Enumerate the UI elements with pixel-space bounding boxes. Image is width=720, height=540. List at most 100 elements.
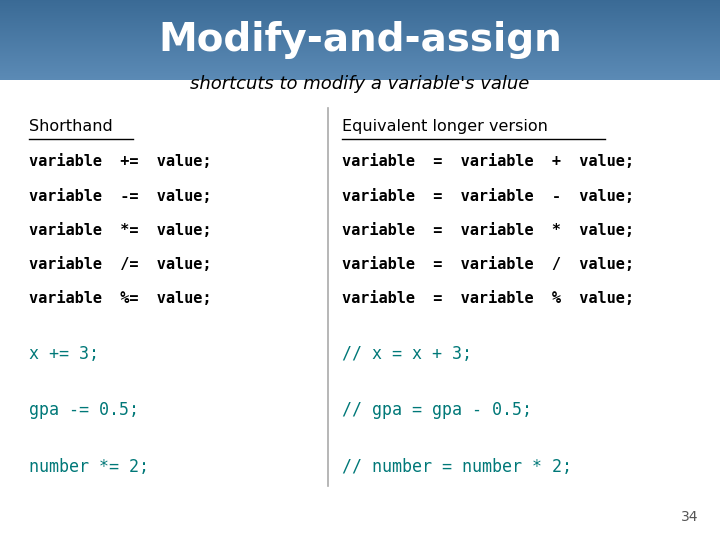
Bar xyxy=(0,71,720,72)
Bar xyxy=(0,56,720,57)
Bar xyxy=(0,27,720,28)
Bar xyxy=(0,64,720,65)
Bar xyxy=(0,61,720,62)
Bar xyxy=(0,29,720,30)
Bar xyxy=(0,74,720,75)
Bar xyxy=(0,42,720,43)
Bar xyxy=(0,21,720,22)
Bar xyxy=(0,35,720,36)
Bar xyxy=(0,15,720,16)
Bar xyxy=(0,58,720,59)
Bar xyxy=(0,37,720,38)
Bar xyxy=(0,63,720,64)
Text: variable  *=  value;: variable *= value; xyxy=(29,222,211,238)
Bar xyxy=(0,30,720,31)
Bar xyxy=(0,1,720,2)
Bar xyxy=(0,72,720,73)
Text: number *= 2;: number *= 2; xyxy=(29,458,149,476)
Bar xyxy=(0,41,720,42)
Text: variable  =  variable  %  value;: variable = variable % value; xyxy=(342,291,634,306)
Bar xyxy=(0,66,720,67)
Bar xyxy=(0,36,720,37)
Text: variable  /=  value;: variable /= value; xyxy=(29,256,211,272)
Bar xyxy=(0,44,720,45)
Text: Shorthand: Shorthand xyxy=(29,119,112,134)
Bar xyxy=(0,38,720,39)
Text: variable  =  variable  +  value;: variable = variable + value; xyxy=(342,154,634,170)
Bar xyxy=(0,11,720,12)
Text: variable  =  variable  -  value;: variable = variable - value; xyxy=(342,188,634,204)
Bar xyxy=(0,14,720,15)
Bar xyxy=(0,0,720,1)
Bar xyxy=(0,48,720,49)
Text: variable  =  variable  *  value;: variable = variable * value; xyxy=(342,222,634,238)
Bar xyxy=(0,24,720,25)
Bar xyxy=(0,20,720,21)
Text: Equivalent longer version: Equivalent longer version xyxy=(342,119,548,134)
Bar xyxy=(0,26,720,27)
Bar xyxy=(0,12,720,13)
Text: x += 3;: x += 3; xyxy=(29,345,99,363)
Bar xyxy=(0,57,720,58)
Bar xyxy=(0,76,720,77)
Bar xyxy=(0,25,720,26)
Bar xyxy=(0,70,720,71)
Bar xyxy=(0,32,720,33)
Bar xyxy=(0,2,720,3)
Bar xyxy=(0,68,720,69)
Bar xyxy=(0,62,720,63)
Bar xyxy=(0,46,720,47)
Bar xyxy=(0,51,720,52)
Text: // gpa = gpa - 0.5;: // gpa = gpa - 0.5; xyxy=(342,401,532,420)
Bar xyxy=(0,19,720,20)
Bar xyxy=(0,40,720,41)
Bar xyxy=(0,6,720,7)
Bar xyxy=(0,78,720,79)
Bar xyxy=(0,67,720,68)
Bar xyxy=(0,75,720,76)
Text: variable  +=  value;: variable += value; xyxy=(29,154,211,170)
Bar xyxy=(0,50,720,51)
Bar xyxy=(0,55,720,56)
Text: // x = x + 3;: // x = x + 3; xyxy=(342,345,472,363)
Bar xyxy=(0,49,720,50)
Bar xyxy=(0,9,720,10)
Bar xyxy=(0,45,720,46)
Bar xyxy=(0,4,720,5)
Bar xyxy=(0,77,720,78)
Bar xyxy=(0,23,720,24)
Text: shortcuts to modify a variable's value: shortcuts to modify a variable's value xyxy=(190,75,530,93)
Bar xyxy=(0,7,720,8)
Bar xyxy=(0,22,720,23)
Bar xyxy=(0,17,720,18)
Bar xyxy=(0,60,720,61)
Bar xyxy=(0,79,720,80)
Text: gpa -= 0.5;: gpa -= 0.5; xyxy=(29,401,139,420)
Bar xyxy=(0,33,720,34)
Bar xyxy=(0,52,720,53)
Text: variable  -=  value;: variable -= value; xyxy=(29,188,211,204)
Bar xyxy=(0,43,720,44)
Bar xyxy=(0,3,720,4)
Text: variable  %=  value;: variable %= value; xyxy=(29,291,211,306)
Bar xyxy=(0,31,720,32)
Text: Modify-and-assign: Modify-and-assign xyxy=(158,21,562,59)
Bar xyxy=(0,59,720,60)
Bar xyxy=(0,18,720,19)
Bar xyxy=(0,69,720,70)
Text: variable  =  variable  /  value;: variable = variable / value; xyxy=(342,256,634,272)
Bar xyxy=(0,65,720,66)
Bar xyxy=(0,34,720,35)
Text: 34: 34 xyxy=(681,510,698,524)
Bar xyxy=(0,73,720,74)
Bar xyxy=(0,53,720,54)
Bar xyxy=(0,13,720,14)
Bar xyxy=(0,54,720,55)
Bar xyxy=(0,39,720,40)
Bar xyxy=(0,16,720,17)
Bar xyxy=(0,10,720,11)
Bar xyxy=(0,5,720,6)
Bar xyxy=(0,47,720,48)
Bar xyxy=(0,28,720,29)
Text: // number = number * 2;: // number = number * 2; xyxy=(342,458,572,476)
